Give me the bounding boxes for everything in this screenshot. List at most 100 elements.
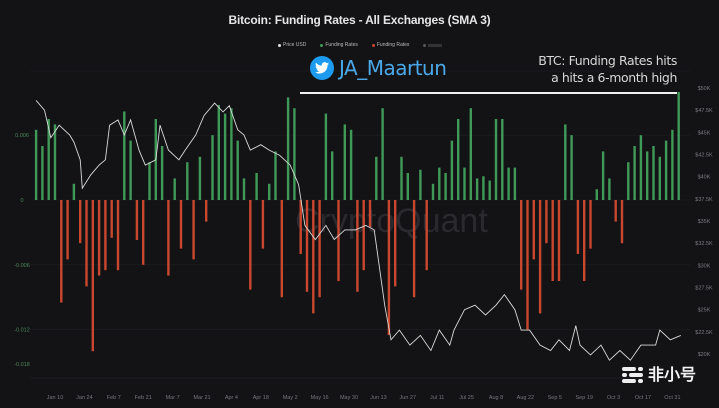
watermark: CryptoQuant [295, 202, 488, 240]
funding-bar-positive [53, 124, 57, 200]
legend-label-faded [428, 43, 443, 47]
funding-bar-positive [639, 135, 643, 200]
funding-bar-negative [526, 200, 529, 330]
legend-item-hidden[interactable] [423, 42, 443, 48]
funding-bar-positive [72, 183, 76, 200]
right-tick-label: $30K [698, 263, 711, 269]
funding-bar-positive [671, 129, 674, 200]
funding-bar-positive [41, 146, 44, 200]
funding-bar-negative [520, 200, 523, 290]
funding-bar-positive [646, 151, 649, 200]
x-tick-label: Jun 27 [400, 395, 417, 401]
funding-bar-negative [394, 200, 397, 287]
gridlines [30, 70, 690, 379]
funding-bar-positive [375, 156, 378, 200]
x-tick-label: Jan 10 [47, 395, 64, 401]
funding-bar-positive [331, 151, 334, 200]
right-tick-label: $42.5K [695, 153, 713, 159]
x-tick-label: May 30 [340, 395, 358, 401]
right-axis: $50K $47.5K $45K $42.5K $40K $37.5K $35K $32.5K… [695, 86, 713, 358]
funding-bar-positive [450, 140, 454, 200]
funding-bar-negative [362, 200, 365, 271]
x-tick-label: Mar 21 [193, 395, 210, 401]
x-tick-label: Aug 8 [489, 395, 503, 401]
funding-bar-negative [85, 200, 88, 287]
x-tick-label: Aug 22 [517, 395, 534, 401]
funding-bar-positive [633, 146, 636, 200]
funding-bar-positive [173, 178, 176, 200]
right-tick-label: $32.5K [695, 241, 713, 247]
funding-bar-negative [318, 200, 321, 298]
funding-bar-positive [211, 135, 214, 200]
funding-bar-negative [60, 200, 63, 303]
right-tick-label: $27.5K [695, 286, 713, 292]
funding-bar-negative [299, 200, 302, 254]
funding-bar-negative [425, 200, 428, 271]
right-tick-label: $47.5K [695, 108, 713, 114]
funding-bar-positive [494, 119, 498, 200]
funding-bar-negative [589, 200, 592, 249]
right-tick-label: $22.5K [695, 330, 713, 336]
funding-bar-positive [501, 119, 504, 200]
right-tick-label: $20K [698, 352, 711, 358]
twitter-handle: JA_Maartun [310, 56, 447, 80]
funding-bar-positive [482, 176, 485, 200]
funding-bar-negative [66, 200, 69, 260]
funding-bar-negative [387, 200, 391, 335]
left-tick-label: -0.012 [14, 328, 30, 334]
left-tick-label: -0.006 [14, 263, 30, 269]
legend-item-price[interactable]: Price USD [278, 42, 306, 48]
annotation-line-2: a hits a 6-month high [551, 70, 677, 85]
legend-label: Price USD [283, 42, 307, 48]
funding-bar-negative [142, 200, 145, 265]
x-tick-label: Apr 4 [225, 395, 238, 401]
funding-bar-positive [274, 151, 277, 200]
funding-bar-negative [91, 200, 94, 352]
funding-bar-negative [532, 200, 535, 260]
funding-bar-negative [104, 200, 107, 271]
funding-bar-positive [463, 167, 466, 200]
funding-bar-positive [343, 124, 346, 200]
legend-dot [320, 43, 324, 47]
funding-bar-negative [79, 200, 82, 244]
funding-bar-negative [312, 200, 315, 314]
x-tick-label: Jan 24 [76, 395, 93, 401]
twitter-handle-text: JA_Maartun [339, 56, 447, 80]
logo-mark-icon [622, 367, 643, 383]
funding-bar-negative [192, 200, 195, 260]
funding-bar-positive [475, 178, 479, 200]
funding-bar-positive [488, 180, 491, 200]
funding-bar-negative [110, 200, 113, 238]
funding-bar-positive [230, 108, 233, 200]
funding-bar-positive [419, 169, 422, 200]
funding-bar-negative [583, 200, 586, 281]
funding-bar-positive [160, 146, 164, 200]
funding-bar-positive [406, 173, 409, 200]
right-tick-label: $45K [698, 130, 711, 136]
legend-item-funding-positive[interactable]: Funding Rates [320, 42, 358, 48]
funding-bar-negative [356, 200, 359, 292]
left-tick-label: -0.018 [14, 362, 30, 368]
legend-item-funding-negative[interactable]: Funding Rates [371, 42, 409, 48]
left-axis: 0.006 0 -0.006 -0.012 -0.018 [14, 133, 30, 368]
left-tick-label: 0 [20, 198, 23, 204]
funding-bar-positive [242, 178, 246, 200]
funding-bar-positive [349, 129, 353, 200]
funding-bar-negative [412, 200, 416, 298]
funding-bar-positive [469, 108, 472, 200]
funding-bar-positive [236, 140, 239, 200]
x-tick-label: Jul 25 [459, 395, 474, 401]
funding-bar-negative [620, 200, 624, 244]
x-tick-label: Mar 7 [166, 395, 180, 401]
funding-bar-negative [280, 200, 283, 298]
funding-bars [34, 92, 680, 352]
legend-dot [423, 43, 427, 47]
funding-bar-negative [249, 200, 252, 290]
legend-dot [278, 43, 281, 47]
funding-bar-negative [551, 200, 554, 281]
x-tick-label: Apr 18 [253, 395, 269, 401]
funding-bar-positive [431, 183, 435, 200]
funding-bar-positive [507, 167, 510, 200]
x-tick-label: Oct 17 [635, 395, 651, 401]
